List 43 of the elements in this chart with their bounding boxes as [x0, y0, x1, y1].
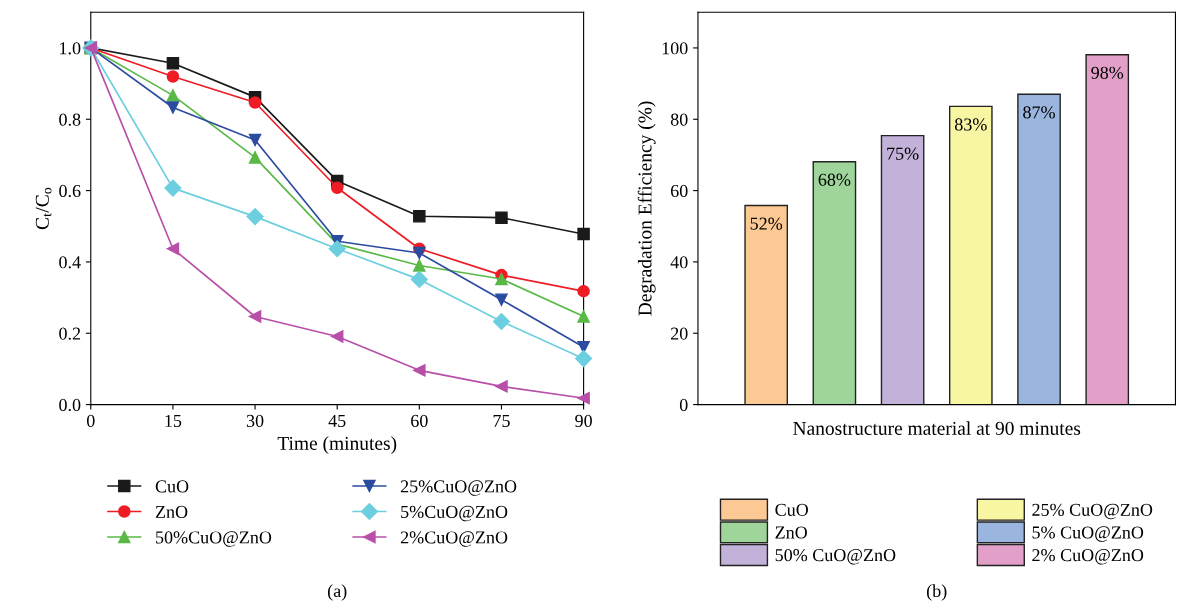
y-tick-label: 60 — [670, 184, 688, 198]
legend-label: 5%CuO@ZnO — [401, 505, 508, 522]
y-tick-label: 0.4 — [59, 256, 81, 269]
text: 75% — [887, 147, 919, 160]
x-tick-label: 15 — [165, 414, 182, 428]
legend-label: 25% CuO@ZnO — [1032, 503, 1153, 520]
legend-label: 2% CuO@ZnO — [1032, 549, 1144, 565]
x-tick-label: 75 — [493, 415, 510, 428]
x-tick-label: 90 — [575, 414, 592, 428]
text: 52% — [750, 217, 783, 230]
legend-label: ZnO — [775, 526, 807, 539]
y-axis-title: C$_{t}$/C$_{o}$ — [35, 187, 52, 230]
x-tick-label: 45 — [328, 414, 346, 428]
text: 68% — [818, 173, 851, 186]
y-tick-label: 0.0 — [59, 398, 81, 412]
y-tick-label: 0.2 — [59, 327, 81, 340]
y-axis-title: Degradation Efficiency (%) — [637, 101, 656, 316]
legend-label: 2%CuO@ZnO — [400, 531, 508, 547]
legend-label: 25%CuO@ZnO — [400, 480, 517, 496]
legend-label: 50%CuO@ZnO — [156, 531, 272, 547]
legend-label: 50% CuO@ZnO — [775, 549, 896, 565]
x-axis-title: Time (minutes) — [277, 436, 397, 454]
y-tick-label: 1.0 — [60, 42, 81, 55]
y-tick-label: 100 — [662, 42, 688, 55]
y-tick-label: 20 — [670, 327, 688, 340]
text: 83% — [954, 118, 987, 131]
y-tick-label: 0 — [679, 398, 688, 412]
x-tick-label: 30 — [246, 414, 264, 428]
legend-label: ZnO — [155, 505, 188, 519]
x-axis-title: Nanostructure material at 90 minutes — [793, 421, 1081, 435]
text: 87% — [1023, 106, 1055, 119]
y-tick-label: 40 — [670, 256, 688, 269]
text: (b) — [926, 584, 947, 601]
legend-label: CuO — [775, 503, 809, 516]
y-tick-label: 0.6 — [59, 184, 81, 198]
legend-label: CuO — [155, 480, 189, 493]
text: 98% — [1091, 66, 1124, 79]
x-tick-label: 60 — [411, 414, 428, 428]
y-tick-label: 0.8 — [59, 113, 81, 126]
y-tick-label: 80 — [670, 113, 688, 126]
x-tick-label: 0 — [86, 414, 95, 428]
text: (a) — [327, 584, 347, 601]
legend-label: 5% CuO@ZnO — [1032, 526, 1144, 542]
